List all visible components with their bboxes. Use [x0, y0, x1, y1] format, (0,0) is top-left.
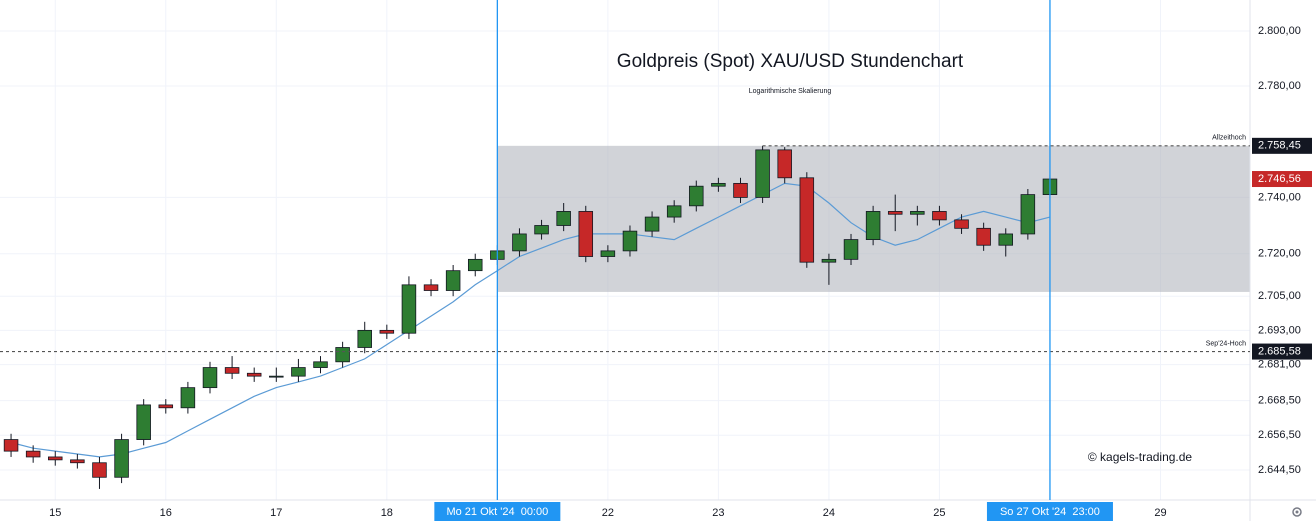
candle-body — [622, 230, 638, 252]
candle-body — [158, 404, 174, 409]
candle-body — [246, 372, 262, 377]
candle-body — [711, 182, 726, 187]
candle-body — [445, 270, 461, 291]
candle-body — [92, 462, 107, 478]
x-tick-label: 16 — [160, 507, 172, 519]
price-tag — [1252, 137, 1312, 154]
candle-body — [910, 211, 925, 215]
x-tick-label: 24 — [823, 507, 835, 519]
y-tick-label: 2.780,00 — [1258, 80, 1301, 92]
chart-subtitle: Logarithmische Skalierung — [749, 88, 832, 95]
chart-title: Goldpreis (Spot) XAU/USD Stundenchart — [617, 51, 964, 72]
y-tick-label: 2.644,50 — [1258, 464, 1301, 476]
candle-body — [865, 211, 881, 240]
candle-body — [202, 367, 218, 389]
candle-body — [180, 387, 196, 409]
candle-body — [777, 149, 792, 179]
candle-body — [755, 149, 770, 198]
vertical-line-label: So 27 Okt '24 23:00 — [1000, 506, 1100, 518]
vertical-line-tag — [434, 502, 561, 521]
watermark: © kagels-trading.de — [1088, 450, 1193, 464]
candle-body — [48, 456, 63, 461]
candle-body — [799, 177, 815, 263]
x-tick-label: 29 — [1154, 507, 1166, 519]
candle-body — [998, 233, 1013, 246]
candle-body — [335, 347, 350, 363]
candle-body — [534, 225, 549, 235]
candle-body — [821, 258, 837, 263]
candle-body — [1020, 194, 1036, 235]
x-tick-label: 17 — [270, 507, 282, 519]
y-tick-label: 2.681,00 — [1258, 359, 1301, 371]
candle-body — [578, 211, 594, 257]
y-tick-label: 2.740,00 — [1258, 191, 1301, 203]
x-tick-label: 15 — [49, 507, 61, 519]
last-price-tag — [1252, 171, 1312, 188]
y-tick-label: 2.693,00 — [1258, 324, 1301, 336]
candle-body — [954, 219, 969, 229]
candle-body — [467, 258, 483, 272]
candle-body — [357, 329, 372, 348]
candle-body — [423, 284, 439, 291]
candle-body — [25, 450, 41, 458]
horizontal-line-label: Sep'24-Hoch — [1206, 340, 1246, 347]
x-tick-label: 22 — [602, 507, 614, 519]
candle-body — [379, 329, 395, 334]
candle-body — [291, 367, 306, 377]
vertical-line-label: Mo 21 Okt '24 00:00 — [446, 506, 548, 518]
candle-body — [843, 239, 859, 260]
x-tick-label: 18 — [381, 507, 393, 519]
price-tag-label: 2.758,45 — [1258, 140, 1301, 152]
x-tick-label: 23 — [712, 507, 724, 519]
candle-body — [401, 284, 417, 334]
candle-body — [733, 182, 748, 198]
candle-body — [556, 211, 571, 226]
y-tick-label: 2.668,50 — [1258, 394, 1301, 406]
settings-icon[interactable] — [1292, 507, 1302, 517]
candle-body — [136, 404, 151, 440]
y-tick-label: 2.705,00 — [1258, 290, 1301, 302]
candle-body — [512, 233, 527, 252]
y-tick-label: 2.800,00 — [1258, 25, 1301, 37]
candle-body — [600, 250, 616, 257]
plot — [3, 145, 1250, 489]
candle-body — [313, 361, 328, 368]
candle-body — [976, 227, 991, 246]
candle-body — [644, 216, 660, 232]
horizontal-line-label: Allzeithoch — [1212, 135, 1246, 142]
candle-body — [689, 185, 704, 207]
candle-body — [224, 367, 240, 374]
vertical-line-tag — [986, 502, 1113, 521]
candle-body — [114, 439, 129, 478]
y-tick-label: 2.720,00 — [1258, 248, 1301, 260]
price-tag-label: 2.685,58 — [1258, 345, 1301, 357]
price-tag — [1252, 343, 1312, 360]
candle-body — [70, 459, 85, 464]
candle-body — [666, 205, 682, 218]
candle-body — [932, 211, 947, 221]
candle-body — [269, 375, 284, 378]
candle-body — [3, 439, 19, 452]
y-tick-label: 2.656,50 — [1258, 429, 1301, 441]
x-tick-label: 25 — [933, 507, 945, 519]
candle-body — [887, 211, 903, 215]
last-price-label: 2.746,56 — [1258, 173, 1301, 185]
